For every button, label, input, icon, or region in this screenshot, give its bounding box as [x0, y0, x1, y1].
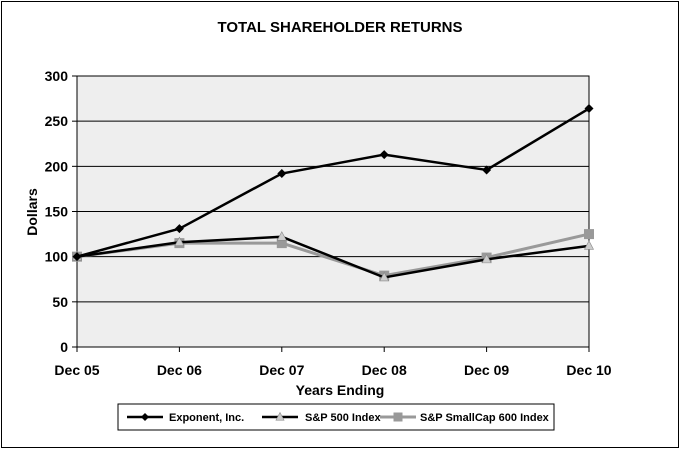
- legend-label: S&P SmallCap 600 Index: [420, 412, 550, 424]
- x-axis-ticks: Dec 05 Dec 06 Dec 07 Dec 08 Dec 09 Dec 10: [54, 347, 612, 378]
- legend-swatch-marker: [275, 411, 285, 421]
- data-point: [174, 236, 185, 247]
- y-tick-label: 50: [52, 294, 68, 310]
- legend-swatch-marker: [393, 412, 403, 422]
- data-point: [174, 224, 184, 234]
- data-point: [72, 252, 82, 262]
- series-1: [72, 231, 594, 282]
- data-point: [276, 231, 287, 241]
- series-layer: [72, 104, 594, 282]
- y-axis-ticks: 0 50 100 150 200 250 300: [45, 68, 77, 355]
- data-point: [584, 229, 594, 240]
- y-tick-label: 0: [60, 339, 68, 355]
- legend-box: [117, 403, 555, 431]
- legend-item: S&P 500 Index: [262, 411, 381, 424]
- x-tick-label: Dec 08: [362, 362, 407, 378]
- x-tick-label: Dec 07: [259, 362, 304, 378]
- legend-item: Exponent, Inc.: [127, 412, 244, 424]
- legend-swatch-marker: [140, 412, 150, 422]
- legend-label: S&P 500 Index: [305, 412, 381, 424]
- data-point: [276, 238, 287, 249]
- chart-title: TOTAL SHAREHOLDER RETURNS: [217, 19, 462, 36]
- y-axis-label: Dollars: [24, 188, 40, 236]
- x-tick-label: Dec 10: [566, 362, 611, 378]
- data-point: [379, 271, 390, 282]
- data-point: [481, 253, 492, 264]
- y-tick-label: 300: [45, 68, 69, 84]
- series-line: [76, 107, 590, 258]
- y-tick-label: 150: [45, 204, 69, 220]
- data-point: [584, 240, 594, 250]
- data-point: [277, 169, 287, 179]
- legend: Exponent, Inc. S&P 500 Index S&P SmallCap …: [117, 403, 555, 431]
- data-point: [584, 104, 594, 114]
- legend-item: S&P SmallCap 600 Index: [380, 412, 550, 424]
- x-tick-label: Dec 06: [157, 362, 202, 378]
- y-tick-label: 100: [45, 249, 69, 265]
- series-line: [76, 235, 590, 279]
- y-tick-label: 200: [45, 158, 69, 174]
- series-0: [72, 104, 594, 262]
- legend-label: Exponent, Inc.: [169, 412, 244, 424]
- data-point: [379, 150, 389, 160]
- x-axis-label: Years Ending: [296, 382, 385, 398]
- x-tick-label: Dec 09: [464, 362, 509, 378]
- y-tick-label: 250: [45, 113, 69, 129]
- x-tick-label: Dec 05: [54, 362, 99, 378]
- data-point: [482, 165, 492, 175]
